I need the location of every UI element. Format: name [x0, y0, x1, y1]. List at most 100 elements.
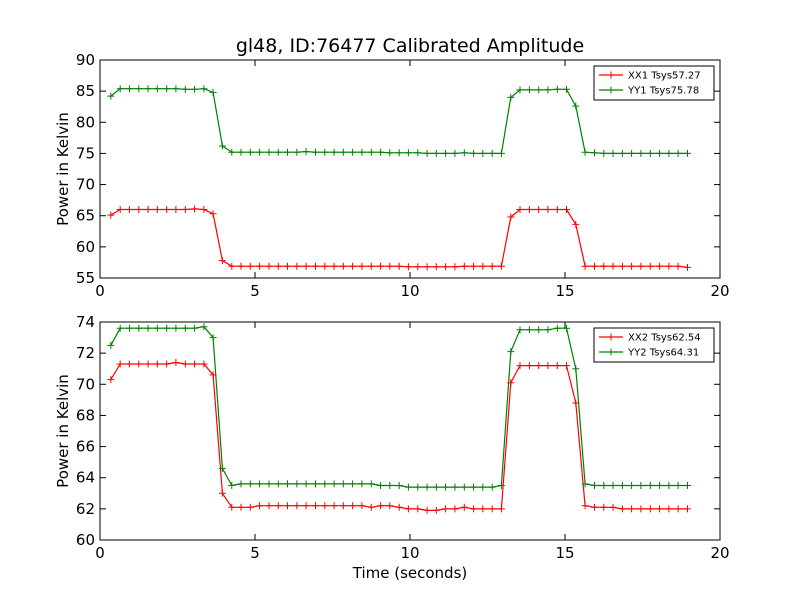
data-point [507, 348, 515, 356]
data-point [618, 149, 626, 157]
data-point [265, 148, 273, 156]
data-point [553, 362, 561, 370]
data-point [312, 502, 319, 510]
data-point [107, 376, 115, 384]
data-point [349, 262, 357, 270]
data-point [256, 148, 264, 156]
data-point [525, 206, 533, 213]
data-point [525, 86, 533, 94]
data-point [339, 262, 347, 270]
data-point [628, 149, 636, 157]
data-point [442, 149, 450, 157]
data-point [423, 483, 431, 491]
series-red-panel-2 [107, 359, 691, 514]
data-point [665, 482, 673, 489]
data-point [191, 205, 199, 213]
legend-label: XX1 Tsys57.27 [628, 71, 701, 82]
x-tick-label: 0 [95, 282, 105, 300]
data-point [293, 502, 301, 510]
data-point [144, 324, 152, 332]
data-point [358, 502, 366, 510]
data-point [386, 502, 394, 510]
data-point [274, 262, 282, 270]
data-point [609, 503, 617, 511]
data-point [274, 148, 282, 156]
data-point [265, 480, 273, 488]
data-point [618, 262, 626, 270]
data-point [302, 262, 310, 270]
x-tick-label: 20 [710, 282, 729, 300]
data-point [674, 262, 682, 270]
data-point [553, 85, 561, 93]
data-point [479, 149, 487, 157]
data-point [544, 362, 552, 370]
data-point [358, 262, 366, 270]
data-point [330, 148, 338, 156]
data-point [656, 262, 664, 270]
data-point [563, 362, 570, 370]
data-point [516, 86, 524, 94]
data-point [181, 360, 189, 368]
data-point [553, 206, 561, 213]
data-point [135, 206, 143, 213]
data-point [451, 263, 459, 271]
data-point [172, 324, 180, 332]
data-point [330, 480, 338, 488]
data-point [646, 505, 654, 513]
data-point [656, 505, 664, 513]
data-point [274, 480, 282, 488]
data-point [628, 482, 636, 489]
legend-label: YY2 Tsys64.31 [627, 348, 699, 359]
data-point [218, 142, 226, 150]
y-tick-label: 60 [76, 531, 95, 549]
data-point [395, 149, 403, 157]
data-point [153, 360, 161, 368]
data-point [181, 324, 189, 332]
data-point [609, 149, 617, 157]
data-point [321, 502, 329, 510]
data-point [581, 148, 589, 156]
data-point [209, 210, 217, 218]
legend-box [593, 65, 715, 101]
data-point [125, 324, 133, 332]
x-tick-label: 20 [710, 544, 729, 562]
data-point [293, 262, 301, 270]
data-point [460, 483, 468, 491]
data-point [684, 482, 691, 489]
data-point [312, 480, 319, 488]
data-point [563, 206, 570, 213]
data-point [572, 365, 580, 373]
data-point [442, 483, 450, 491]
data-point [600, 262, 608, 270]
y-tick-label: 62 [76, 500, 95, 518]
data-point [432, 263, 440, 271]
data-point [330, 502, 338, 510]
data-point [395, 503, 403, 511]
data-point [451, 149, 459, 157]
y-tick-label: 66 [76, 438, 95, 456]
data-point [107, 92, 115, 100]
data-point [246, 480, 254, 488]
data-point [572, 102, 580, 110]
legend-label: YY1 Tsys75.78 [627, 86, 699, 97]
data-point [218, 464, 226, 472]
data-point [516, 326, 524, 334]
data-point [432, 506, 440, 514]
data-point [674, 149, 682, 157]
plots-group: 0 5 10 15 20 55 60 65 70 75 80 85 90 Power in Kelvin X… [54, 51, 730, 562]
data-point [107, 341, 115, 349]
y-tick-label: 72 [76, 344, 95, 362]
legend-marker [607, 71, 615, 79]
data-point [563, 85, 570, 93]
data-point [377, 482, 385, 489]
data-point [460, 262, 468, 270]
data-point [339, 148, 347, 156]
data-point [321, 148, 329, 156]
data-point [451, 505, 459, 513]
data-point [656, 482, 664, 489]
data-point [432, 483, 440, 491]
data-point [497, 149, 505, 157]
data-point [284, 262, 291, 270]
x-axis-label: Time (seconds) [352, 564, 468, 582]
